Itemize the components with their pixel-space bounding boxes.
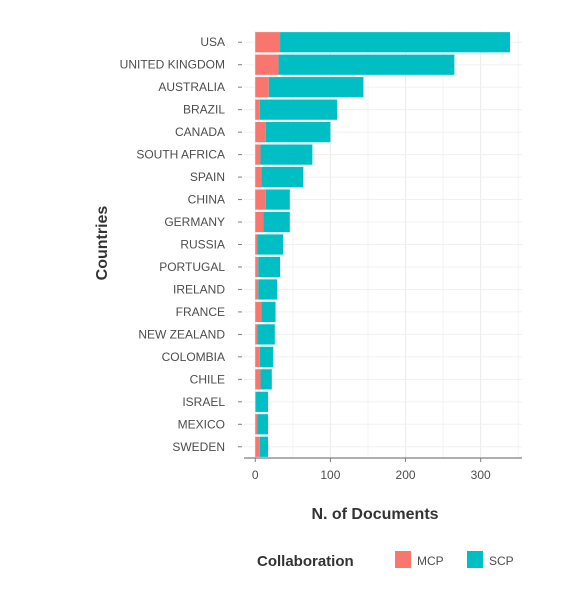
legend: Collaboration MCP SCP: [257, 551, 514, 570]
bar-scp-australia: [268, 77, 364, 98]
bar-mcp-spain: [255, 166, 262, 188]
bars: [255, 32, 510, 457]
bar-scp-chile: [260, 369, 272, 390]
y-tick-label-south-africa: SOUTH AFRICA: [136, 148, 225, 162]
y-tick-label-canada: CANADA: [175, 125, 225, 139]
bar-mcp-chile: [255, 369, 261, 390]
bar-mcp-mexico: [255, 414, 258, 435]
bar-mcp-portugal: [255, 256, 259, 278]
legend-label-scp: SCP: [489, 554, 514, 568]
y-tick-label-mexico: MEXICO: [178, 417, 225, 431]
bar-scp-spain: [261, 166, 304, 188]
bar-scp-canada: [265, 122, 331, 143]
bar-scp-mexico: [257, 414, 269, 435]
bar-mcp-china: [255, 189, 266, 210]
bar-scp-united-kingdom: [278, 54, 455, 75]
y-tick-label-russia: RUSSIA: [180, 238, 225, 252]
y-tick-label-portugal: PORTUGAL: [159, 260, 225, 274]
y-tick-label-france: FRANCE: [176, 305, 225, 319]
bar-mcp-new-zealand: [255, 324, 258, 345]
bar-scp-france: [261, 301, 276, 323]
y-axis-title: Countries: [94, 206, 111, 281]
bar-mcp-south-africa: [255, 144, 261, 165]
bar-mcp-australia: [255, 77, 269, 98]
bar-scp-brazil: [259, 99, 338, 120]
bar-scp-russia: [257, 234, 284, 255]
bar-scp-south-africa: [260, 144, 313, 165]
y-tick-label-brazil: BRAZIL: [183, 103, 225, 117]
bar-mcp-colombia: [255, 346, 260, 367]
y-tick-label-australia: AUSTRALIA: [158, 80, 225, 94]
bar-scp-new-zealand: [257, 324, 275, 345]
bar-mcp-sweden: [255, 436, 260, 457]
legend-label-mcp: MCP: [417, 554, 444, 568]
y-tick-label-new-zealand: NEW ZEALAND: [138, 327, 225, 341]
x-tick-label: 100: [320, 468, 340, 482]
y-tick-label-colombia: COLOMBIA: [162, 350, 225, 364]
legend-swatch-mcp: [395, 551, 411, 568]
bar-scp-china: [265, 189, 290, 210]
y-tick-label-ireland: IRELAND: [173, 282, 225, 296]
y-tick-label-china: CHINA: [188, 193, 225, 207]
y-tick-label-sweden: SWEDEN: [172, 440, 225, 454]
bar-mcp-united-kingdom: [255, 54, 279, 75]
y-axis: USA UNITED KINGDOM AUSTRALIA BRAZIL CANADA SO…: [120, 35, 242, 454]
bar-scp-germany: [263, 211, 290, 233]
bar-mcp-brazil: [255, 99, 260, 120]
y-tick-label-spain: SPAIN: [190, 170, 225, 184]
x-axis-title: N. of Documents: [311, 506, 438, 523]
x-tick-label: 200: [396, 468, 416, 482]
y-tick-label-chile: CHILE: [190, 372, 225, 386]
bar-scp-sweden: [259, 436, 269, 457]
bar-scp-israel: [256, 391, 269, 412]
x-tick-label: 300: [471, 468, 491, 482]
x-axis: 0 100 200 300: [244, 457, 522, 482]
bar-mcp-germany: [255, 211, 264, 233]
bar-scp-ireland: [258, 279, 278, 300]
bar-mcp-canada: [255, 122, 266, 143]
y-tick-label-germany: GERMANY: [164, 215, 225, 229]
y-tick-label-israel: ISRAEL: [182, 395, 225, 409]
bar-mcp-ireland: [255, 279, 259, 300]
bar-scp-colombia: [259, 346, 274, 367]
y-tick-label-united-kingdom: UNITED KINGDOM: [120, 58, 225, 72]
bar-mcp-israel: [255, 391, 257, 412]
bar-mcp-usa: [255, 32, 281, 53]
bar-mcp-russia: [255, 234, 258, 255]
bar-scp-usa: [280, 32, 510, 53]
legend-title: Collaboration: [257, 553, 354, 570]
legend-swatch-scp: [467, 551, 483, 568]
x-tick-label: 0: [252, 468, 259, 482]
y-tick-label-usa: USA: [200, 35, 225, 49]
bar-mcp-france: [255, 301, 262, 323]
bar-scp-portugal: [258, 256, 281, 278]
